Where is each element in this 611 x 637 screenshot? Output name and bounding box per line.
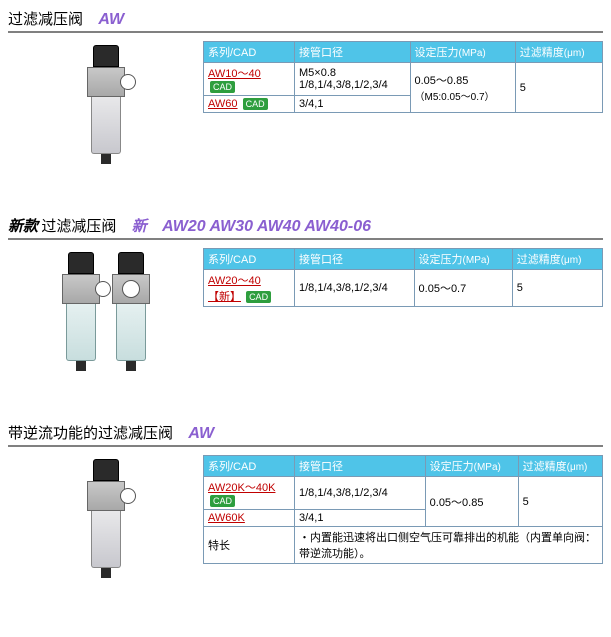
product-image bbox=[86, 459, 126, 578]
cell-feature-label: 特长 bbox=[204, 527, 295, 564]
product-image-area bbox=[8, 41, 203, 175]
cell-series: AW20K～40K CAD bbox=[204, 477, 295, 510]
spec-table-area: 系列/CAD 接管口径 设定压力(MPa) 过滤精度(μm) AW20～40【新… bbox=[203, 248, 603, 307]
section-title: 过滤减压阀 bbox=[8, 11, 83, 28]
section-body: 系列/CAD 接管口径 设定压力(MPa) 过滤精度(μm) AW20K～40K… bbox=[8, 455, 603, 589]
col-filtration: 过滤精度(μm) bbox=[515, 42, 602, 63]
col-series: 系列/CAD bbox=[204, 456, 295, 477]
spec-table: 系列/CAD 接管口径 设定压力(MPa) 过滤精度(μm) AW20K～40K… bbox=[203, 455, 603, 564]
cell-port: 1/8,1/4,3/8,1/2,3/4 bbox=[295, 270, 415, 307]
product-image-area bbox=[8, 248, 203, 382]
col-port: 接管口径 bbox=[295, 42, 411, 63]
col-series: 系列/CAD bbox=[204, 249, 295, 270]
col-series: 系列/CAD bbox=[204, 42, 295, 63]
cell-filtration: 5 bbox=[518, 477, 602, 527]
cell-filtration: 5 bbox=[512, 270, 602, 307]
spec-table: 系列/CAD 接管口径 设定压力(MPa) 过滤精度(μm) AW10～40 C… bbox=[203, 41, 603, 113]
col-filtration: 过滤精度(μm) bbox=[518, 456, 602, 477]
cell-port: 1/8,1/4,3/8,1/2,3/4 bbox=[295, 477, 426, 510]
cad-badge[interactable]: CAD bbox=[243, 98, 268, 110]
cell-port: 3/4,1 bbox=[295, 96, 411, 113]
cad-badge[interactable]: CAD bbox=[210, 495, 235, 507]
spec-table-area: 系列/CAD 接管口径 设定压力(MPa) 过滤精度(μm) AW10～40 C… bbox=[203, 41, 603, 113]
cell-port: M5×0.8 1/8,1/4,3/8,1/2,3/4 bbox=[295, 63, 411, 96]
section-filter-regulator: 过滤减压阀 AW 系列/CAD 接管口径 设定压力(MPa) 过滤精度(μm) bbox=[8, 8, 603, 175]
cell-series: AW20～40【新】 CAD bbox=[204, 270, 295, 307]
section-new-filter-regulator: 新款 过滤减压阀 新 AW20 AW30 AW40 AW40-06 系列/CAD bbox=[8, 215, 603, 382]
table-header-row: 系列/CAD 接管口径 设定压力(MPa) 过滤精度(μm) bbox=[204, 42, 603, 63]
table-row: AW20～40【新】 CAD 1/8,1/4,3/8,1/2,3/4 0.05～… bbox=[204, 270, 603, 307]
table-row: AW20K～40K CAD 1/8,1/4,3/8,1/2,3/4 0.05～0… bbox=[204, 477, 603, 510]
cell-series: AW60K bbox=[204, 510, 295, 527]
table-header-row: 系列/CAD 接管口径 设定压力(MPa) 过滤精度(μm) bbox=[204, 456, 603, 477]
section-title: 过滤减压阀 bbox=[41, 218, 116, 235]
series-link[interactable]: AW60K bbox=[208, 512, 245, 524]
product-image-area bbox=[8, 455, 203, 589]
product-image bbox=[111, 252, 151, 371]
cell-series: AW60 CAD bbox=[204, 96, 295, 113]
col-port: 接管口径 bbox=[295, 456, 426, 477]
section-body: 系列/CAD 接管口径 设定压力(MPa) 过滤精度(μm) AW10～40 C… bbox=[8, 41, 603, 175]
section-header: 带逆流功能的过滤减压阀 AW bbox=[8, 422, 603, 447]
section-title-prefix: 新款 bbox=[8, 218, 38, 235]
section-body: 系列/CAD 接管口径 设定压力(MPa) 过滤精度(μm) AW20～40【新… bbox=[8, 248, 603, 382]
col-filtration: 过滤精度(μm) bbox=[512, 249, 602, 270]
product-image bbox=[61, 252, 101, 371]
cell-feature-text: ・内置能迅速将出口侧空气压可靠排出的机能（内置单向阀：带逆流功能）。 bbox=[295, 527, 603, 564]
section-header: 过滤减压阀 AW bbox=[8, 8, 603, 33]
series-link[interactable]: AW20K～40K bbox=[208, 482, 275, 494]
cad-badge[interactable]: CAD bbox=[246, 291, 271, 303]
cell-port: 3/4,1 bbox=[295, 510, 426, 527]
section-title: 带逆流功能的过滤减压阀 bbox=[8, 425, 173, 442]
section-model: AW20 AW30 AW40 AW40-06 bbox=[162, 218, 371, 235]
cell-series: AW10～40 CAD bbox=[204, 63, 295, 96]
table-row: AW10～40 CAD M5×0.8 1/8,1/4,3/8,1/2,3/4 0… bbox=[204, 63, 603, 96]
cell-pressure: 0.05～0.7 bbox=[414, 270, 512, 307]
series-link[interactable]: AW60 bbox=[208, 98, 238, 110]
cad-badge[interactable]: CAD bbox=[210, 81, 235, 93]
spec-table: 系列/CAD 接管口径 设定压力(MPa) 过滤精度(μm) AW20～40【新… bbox=[203, 248, 603, 307]
col-port: 接管口径 bbox=[295, 249, 415, 270]
cell-filtration: 5 bbox=[515, 63, 602, 113]
section-new-label: 新 bbox=[132, 218, 147, 235]
table-header-row: 系列/CAD 接管口径 设定压力(MPa) 过滤精度(μm) bbox=[204, 249, 603, 270]
spec-table-area: 系列/CAD 接管口径 设定压力(MPa) 过滤精度(μm) AW20K～40K… bbox=[203, 455, 603, 564]
col-pressure: 设定压力(MPa) bbox=[410, 42, 515, 63]
cell-pressure: 0.05～0.85 （M5:0.05～0.7） bbox=[410, 63, 515, 113]
section-model: AW bbox=[188, 425, 214, 442]
col-pressure: 设定压力(MPa) bbox=[425, 456, 518, 477]
table-feature-row: 特长 ・内置能迅速将出口侧空气压可靠排出的机能（内置单向阀：带逆流功能）。 bbox=[204, 527, 603, 564]
series-link[interactable]: AW10～40 bbox=[208, 68, 261, 80]
cell-pressure: 0.05～0.85 bbox=[425, 477, 518, 527]
col-pressure: 设定压力(MPa) bbox=[414, 249, 512, 270]
product-image bbox=[86, 45, 126, 164]
section-model: AW bbox=[98, 11, 124, 28]
section-header: 新款 过滤减压阀 新 AW20 AW30 AW40 AW40-06 bbox=[8, 215, 603, 240]
